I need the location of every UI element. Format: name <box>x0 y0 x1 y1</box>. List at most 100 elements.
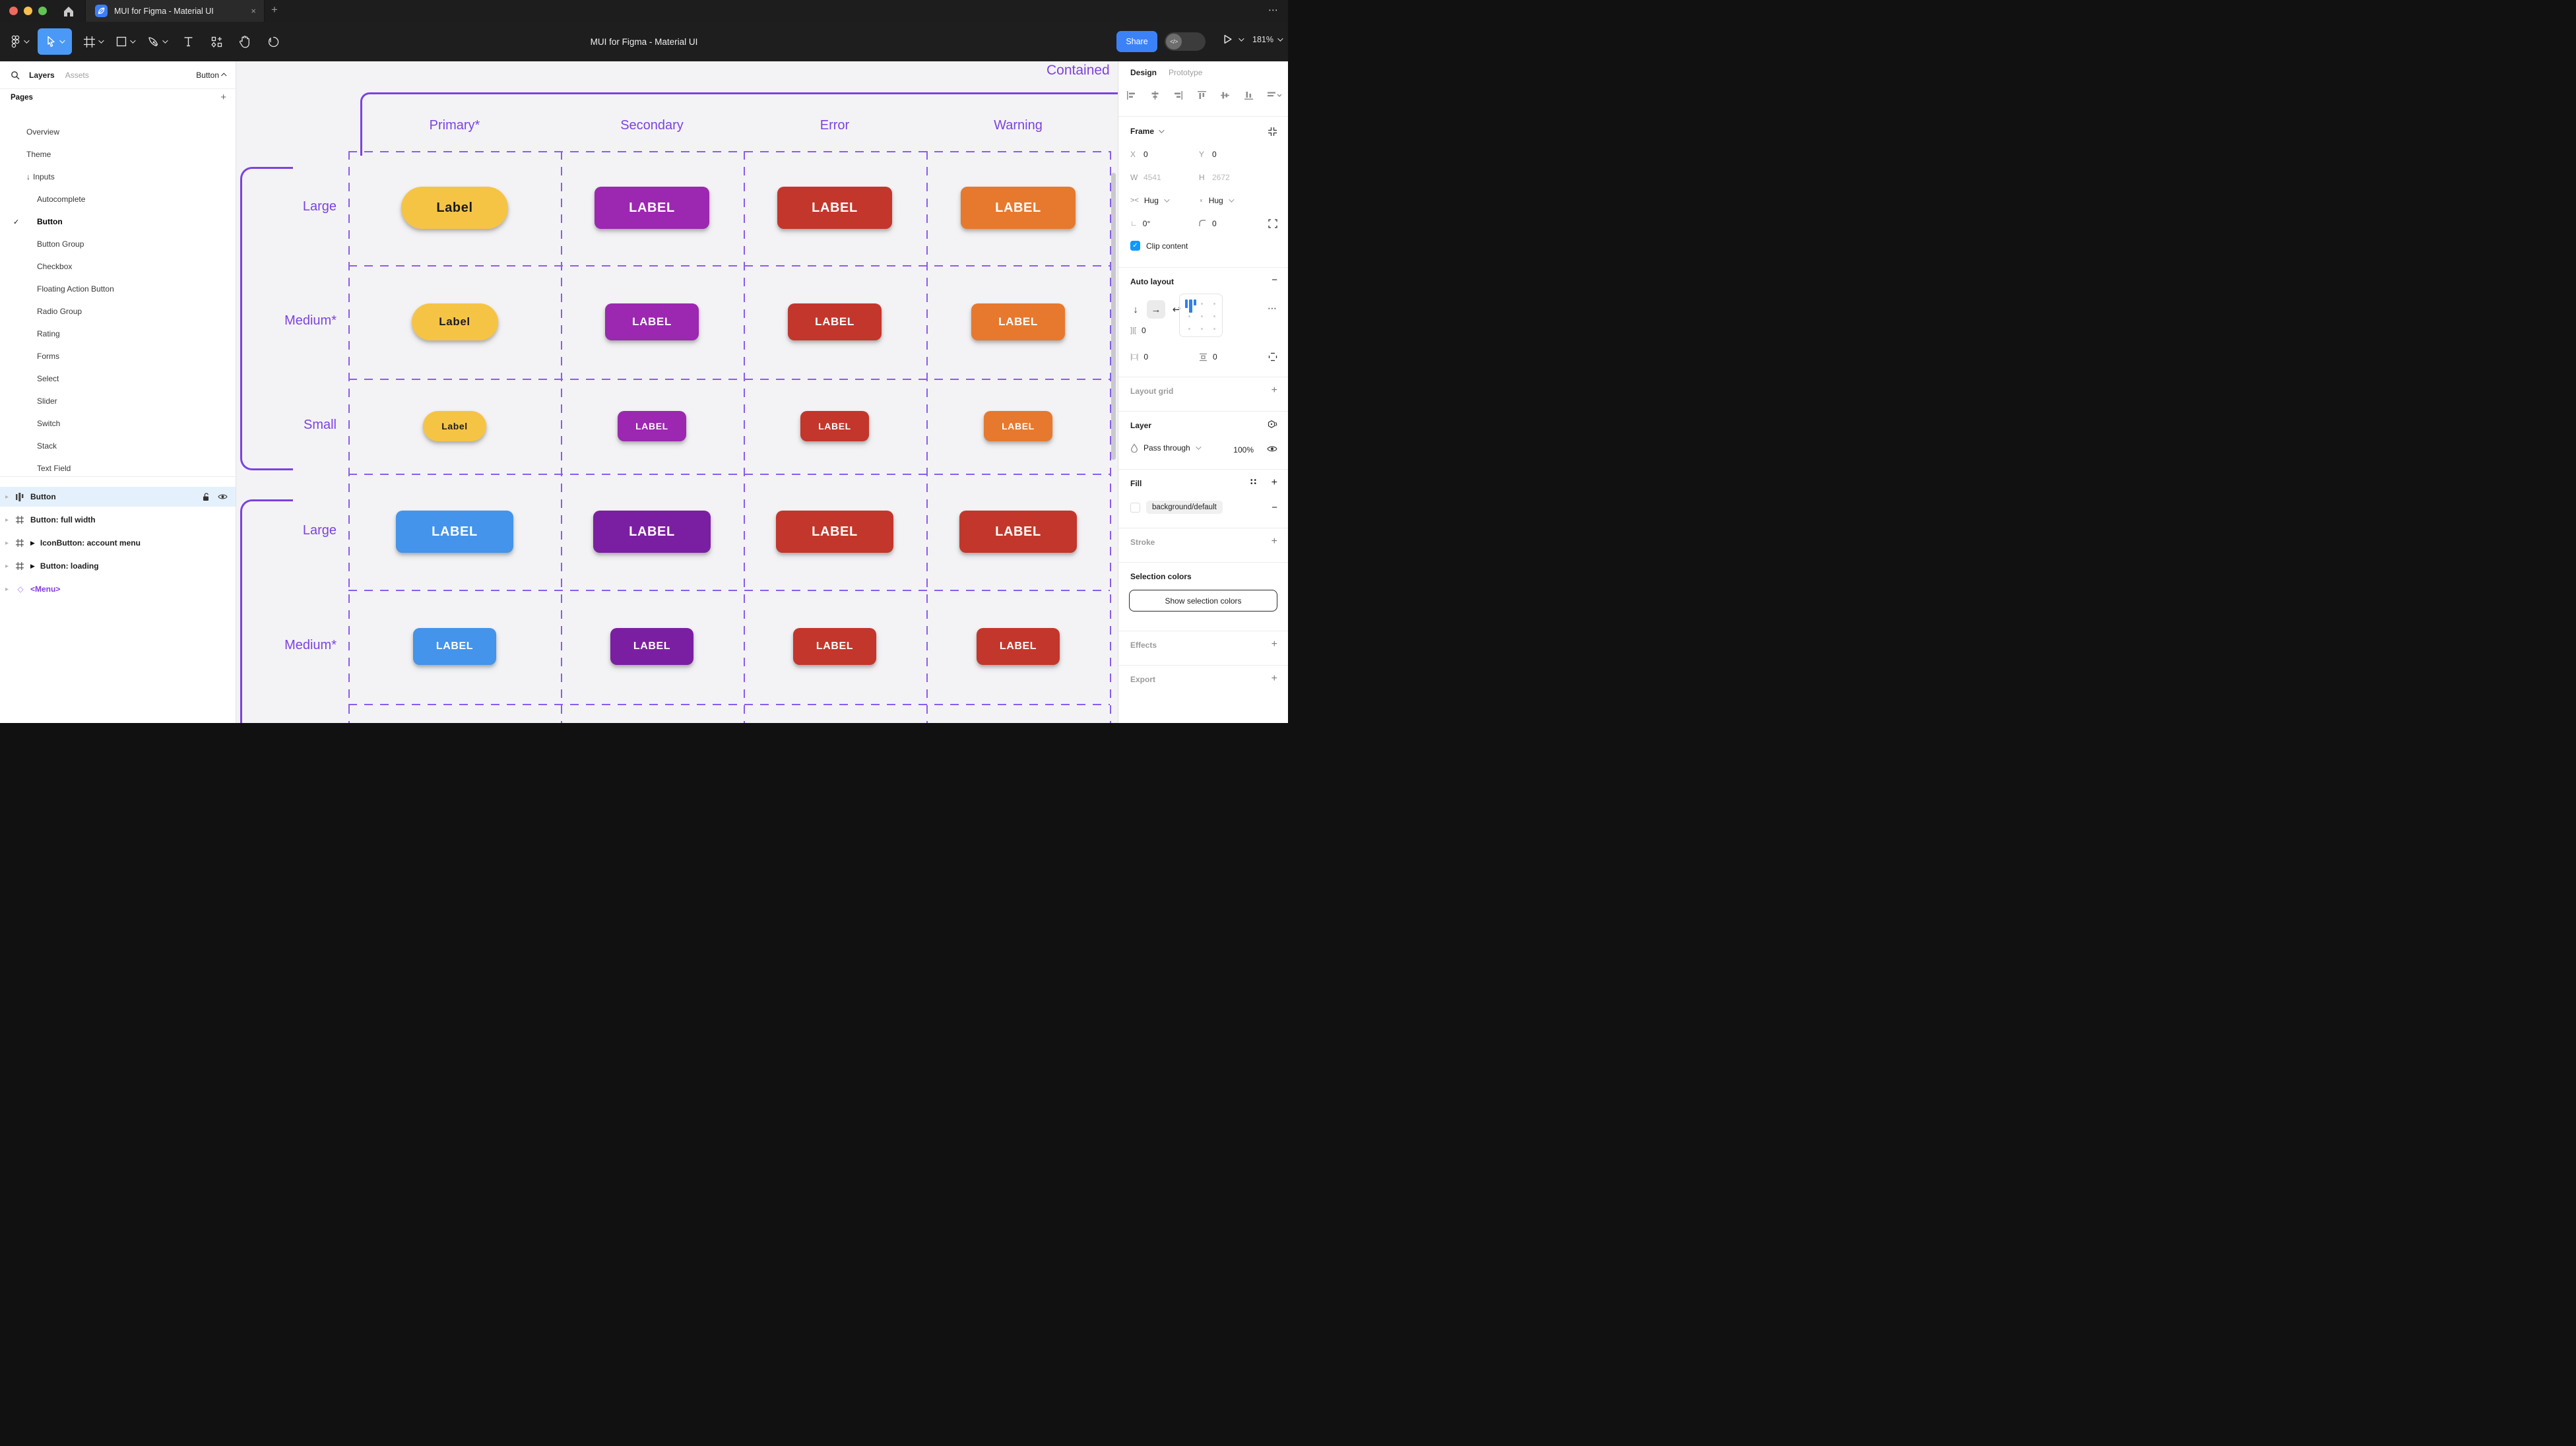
sidebar-page-theme[interactable]: Theme <box>0 143 236 166</box>
add-effect-button[interactable]: + <box>1272 639 1277 650</box>
clip-content-checkbox[interactable]: ✓ Clip content <box>1130 241 1188 251</box>
sidebar-page-slider[interactable]: Slider <box>0 390 236 412</box>
present-button[interactable] <box>1222 34 1242 45</box>
shape-tool-button[interactable] <box>110 28 140 55</box>
window-overflow-menu-icon[interactable]: ⋯ <box>1268 4 1279 16</box>
dev-mode-toggle[interactable]: </> <box>1165 32 1206 51</box>
comment-tool-button[interactable] <box>261 28 285 55</box>
layer-item-iconbutton-account-menu[interactable]: ▸▶IconButton: account menu <box>0 533 236 553</box>
blend-mode-dropdown[interactable]: Pass through <box>1130 443 1200 453</box>
rotation-field[interactable]: ∟0° <box>1130 219 1150 228</box>
pen-tool-button[interactable] <box>141 28 173 55</box>
alignment-dot[interactable] <box>1213 328 1215 330</box>
frame-tool-button[interactable] <box>78 28 108 55</box>
canvas[interactable]: Contained Primary*SecondaryErrorWarning … <box>236 61 1118 723</box>
mui-button-warning-large[interactable]: LABEL <box>961 187 1076 229</box>
mui-button-warning-small[interactable]: LABEL <box>984 411 1052 441</box>
sidebar-page-radio-group[interactable]: Radio Group <box>0 300 236 323</box>
y-position-field[interactable]: Y0 <box>1199 150 1217 159</box>
mui-button-primary-medium[interactable]: LABEL <box>413 628 496 665</box>
main-menu-button[interactable] <box>7 28 32 55</box>
align-top-icon[interactable] <box>1197 90 1207 100</box>
gap-field[interactable]: ]|[0 <box>1130 326 1146 335</box>
layer-item-button-full-width[interactable]: ▸Button: full width <box>0 510 236 530</box>
canvas-frame-title[interactable]: Contained <box>1046 63 1110 79</box>
alignment-dot[interactable] <box>1201 303 1203 305</box>
alignment-dot[interactable] <box>1201 328 1203 330</box>
mui-button-secondary-large[interactable]: LABEL <box>595 187 709 229</box>
alignment-dot[interactable] <box>1188 328 1190 330</box>
sidebar-page-overview[interactable]: Overview <box>0 121 236 143</box>
expand-caret-icon[interactable]: ▸ <box>5 586 12 593</box>
alignment-dot[interactable] <box>1188 315 1190 317</box>
add-page-button[interactable]: + <box>220 94 226 102</box>
sidebar-page-select[interactable]: Select <box>0 367 236 390</box>
tab-design[interactable]: Design <box>1130 68 1157 77</box>
add-fill-button[interactable]: + <box>1272 477 1277 489</box>
mui-button-warning-large[interactable]: LABEL <box>959 511 1077 553</box>
move-tool-button[interactable] <box>38 28 72 55</box>
unlock-icon[interactable] <box>203 493 210 501</box>
sidebar-page-inputs[interactable]: ↓Inputs <box>0 166 236 188</box>
remove-auto-layout-button[interactable]: − <box>1272 274 1277 286</box>
mui-button-warning-medium[interactable]: LABEL <box>977 628 1060 665</box>
sidebar-page-forms[interactable]: Forms <box>0 345 236 367</box>
alignment-dot[interactable] <box>1213 315 1215 317</box>
independent-corners-icon[interactable] <box>1268 219 1277 228</box>
share-button[interactable]: Share <box>1116 31 1157 52</box>
align-left-icon[interactable] <box>1126 90 1136 100</box>
maximize-window-button[interactable] <box>38 7 47 15</box>
width-field[interactable]: W4541 <box>1130 173 1161 182</box>
tab-layers[interactable]: Layers <box>29 71 55 80</box>
close-window-button[interactable] <box>9 7 18 15</box>
mui-button-error-medium[interactable]: LABEL <box>788 303 882 340</box>
corner-radius-field[interactable]: 0 <box>1199 219 1217 228</box>
mui-button-error-large[interactable]: LABEL <box>777 187 892 229</box>
add-layout-grid-button[interactable]: + <box>1272 385 1277 396</box>
show-selection-colors-button[interactable]: Show selection colors <box>1129 590 1277 612</box>
sidebar-page-stack[interactable]: Stack <box>0 435 236 457</box>
layer-item-button-loading[interactable]: ▸▶Button: loading <box>0 556 236 576</box>
canvas-scrollbar[interactable] <box>1111 173 1116 460</box>
fill-styles-icon[interactable]: •••• <box>1250 479 1258 486</box>
align-v-center-icon[interactable] <box>1220 90 1230 100</box>
tab-close-icon[interactable]: × <box>251 6 256 16</box>
sidebar-page-floating-action-button[interactable]: Floating Action Button <box>0 278 236 300</box>
expand-caret-icon[interactable]: ▸ <box>5 517 12 524</box>
expand-caret-icon[interactable]: ▸ <box>5 563 12 570</box>
page-selector[interactable]: Button <box>196 71 226 80</box>
expand-caret-icon[interactable]: ▸ <box>5 540 12 547</box>
mui-button-secondary-medium[interactable]: LABEL <box>605 303 699 340</box>
alignment-dot[interactable] <box>1213 303 1215 305</box>
fill-row[interactable]: background/default <box>1130 501 1223 514</box>
add-stroke-button[interactable]: + <box>1272 536 1277 548</box>
auto-layout-vertical-icon[interactable]: ↓ <box>1126 300 1145 319</box>
minimize-window-button[interactable] <box>24 7 32 15</box>
mui-button-error-medium[interactable]: LABEL <box>793 628 876 665</box>
search-icon[interactable] <box>11 71 20 80</box>
mui-button-error-small[interactable]: LABEL <box>800 411 869 441</box>
collapse-panel-icon[interactable] <box>1268 127 1277 137</box>
sidebar-page-switch[interactable]: Switch <box>0 412 236 435</box>
vertical-resizing-dropdown[interactable]: ⌄⌄ Hug <box>1199 196 1233 205</box>
mui-button-secondary-small[interactable]: LABEL <box>618 411 686 441</box>
eye-icon[interactable] <box>218 493 228 501</box>
eye-icon[interactable] <box>1267 445 1277 453</box>
sidebar-page-rating[interactable]: Rating <box>0 323 236 345</box>
mui-button-warning-medium[interactable]: LABEL <box>971 303 1065 340</box>
mui-button-primary-small[interactable]: Label <box>423 411 486 441</box>
height-field[interactable]: H2672 <box>1199 173 1230 182</box>
mui-button-primary-large[interactable]: Label <box>401 187 508 229</box>
mui-button-secondary-medium[interactable]: LABEL <box>610 628 693 665</box>
sidebar-page-checkbox[interactable]: Checkbox <box>0 255 236 278</box>
expand-caret-icon[interactable]: ▸ <box>5 493 12 501</box>
mui-button-secondary-large[interactable]: LABEL <box>593 511 711 553</box>
blend-mode-icon[interactable] <box>1267 420 1277 430</box>
file-tab[interactable]: MUI for Figma - Material UI × <box>85 0 265 22</box>
auto-layout-alignment-grid[interactable] <box>1179 294 1223 337</box>
alignment-dot[interactable] <box>1201 315 1203 317</box>
resources-tool-button[interactable] <box>205 28 228 55</box>
layer-item-button[interactable]: ▸Button <box>0 487 236 507</box>
x-position-field[interactable]: X0 <box>1130 150 1148 159</box>
home-icon[interactable] <box>62 5 75 18</box>
